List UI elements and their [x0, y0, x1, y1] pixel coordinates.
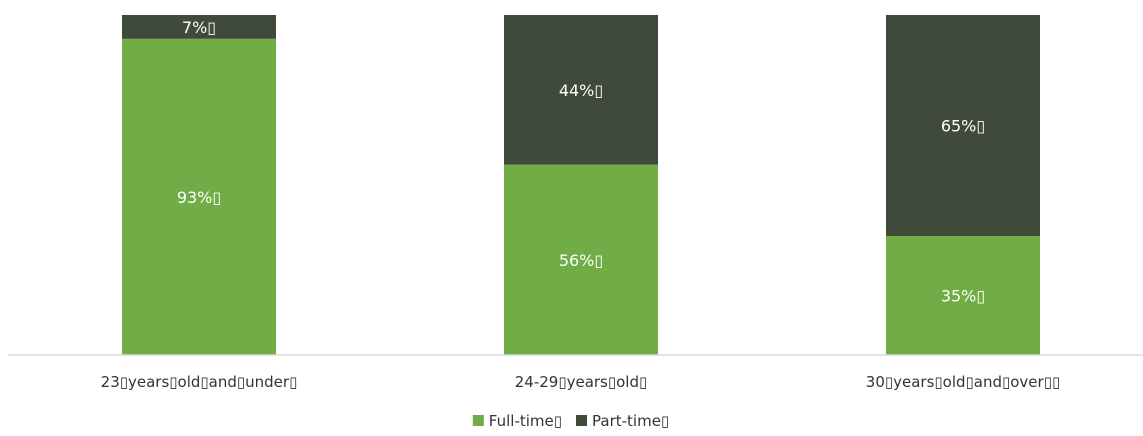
- data-label-full-time-1: 93%▯: [177, 188, 221, 207]
- data-label-full-time-3: 35%▯: [941, 287, 985, 306]
- bar-segment-full-time-1: [122, 38, 276, 356]
- legend: Full-time▯ Part-time▯: [472, 412, 669, 430]
- data-label-part-time-2: 44%▯: [559, 81, 603, 100]
- bar-segment-part-time-1: [122, 15, 276, 39]
- bar-segment-full-time-3: [886, 236, 1040, 355]
- x-tick-label-1: 23▯years▯old▯and▯under▯: [101, 373, 298, 391]
- legend-label-part-time: Part-time▯: [592, 412, 669, 430]
- bar-segment-part-time-2: [504, 15, 658, 165]
- x-tick-label-3: 30▯years▯old▯and▯over▯▯: [866, 373, 1060, 391]
- data-label-part-time-3: 65%▯: [941, 117, 985, 136]
- data-label-part-time-1: 7%▯: [182, 18, 216, 37]
- bars-layer: [122, 15, 1040, 356]
- legend-swatch-full-time: [472, 415, 484, 426]
- legend-label-full-time: Full-time▯: [489, 412, 562, 430]
- bar-segment-part-time-3: [886, 15, 1040, 236]
- data-labels-layer: 93%▯ 7%▯ 56%▯ 44%▯ 35%▯ 65%▯: [177, 18, 985, 306]
- x-tick-label-2: 24-29▯years▯old▯: [515, 373, 648, 391]
- legend-swatch-part-time: [576, 415, 588, 426]
- bar-segment-full-time-2: [504, 164, 658, 355]
- data-label-full-time-2: 56%▯: [559, 251, 603, 270]
- x-tick-labels: 23▯years▯old▯and▯under▯ 24-29▯years▯old▯ 3…: [101, 373, 1061, 391]
